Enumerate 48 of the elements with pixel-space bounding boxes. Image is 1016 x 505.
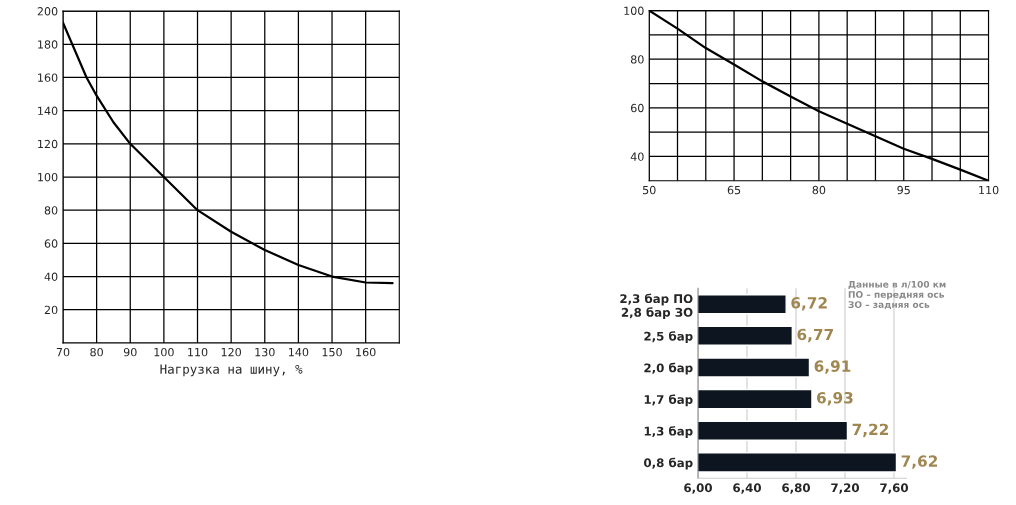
x-tick-label: 130 [255, 347, 275, 357]
x-tick-label: 110 [979, 185, 999, 195]
x-tick-label: 110 [188, 347, 208, 357]
y-tick-label: 140 [38, 106, 58, 116]
y-tick-label: 180 [38, 40, 58, 49]
y-tick-label: 100 [624, 6, 644, 15]
x-tick-label: 7,60 [880, 483, 909, 494]
data-label: 7,22 [852, 423, 888, 438]
y-tick-label: 80 [630, 55, 644, 64]
y-tick-label: 40 [630, 152, 644, 161]
data-label: 7,62 [901, 455, 937, 469]
y-tick-label: 60 [631, 103, 644, 113]
y-tick-label: 80 [44, 206, 58, 215]
x-tick-label: 6,80 [782, 483, 811, 494]
x-tick-label: 120 [221, 347, 242, 357]
y-tick-label: 100 [38, 172, 58, 182]
x-tick-label: 80 [812, 185, 826, 195]
x-tick-label: 50 [643, 185, 656, 195]
y-tick-label: 1,7 бар [644, 394, 693, 407]
y-tick-label: 160 [38, 73, 58, 82]
x-tick-label: 80 [90, 347, 103, 357]
x-tick-label: 140 [289, 347, 309, 357]
y-tick-label: 2,3 бар ПО 2,8 бар ЗО [620, 293, 693, 320]
y-tick-label: 200 [37, 7, 58, 16]
data-label: 6,72 [791, 297, 827, 311]
y-tick-label: 1,3 бар [644, 426, 693, 438]
data-label: 6,91 [814, 360, 851, 374]
x-tick-label: 95 [897, 185, 910, 195]
x-tick-label: 65 [727, 185, 741, 195]
x-tick-label: 160 [356, 347, 376, 357]
x-tick-label: 70 [56, 347, 70, 357]
data-label: 6,77 [797, 328, 833, 343]
y-tick-label: 40 [44, 272, 58, 281]
x-tick-label: 7,20 [831, 483, 860, 494]
y-tick-label: 60 [44, 239, 58, 248]
y-tick-label: 2,0 бар [644, 362, 693, 375]
y-tick-label: 120 [38, 139, 58, 149]
x-tick-label: 150 [322, 347, 342, 357]
x-axis-title: Нагрузка на шину, % [160, 364, 303, 377]
x-tick-label: 6,40 [733, 483, 761, 494]
x-tick-label: 90 [123, 347, 137, 357]
y-tick-label: 20 [44, 305, 58, 315]
annotation: Данные в л/100 км ПО – передняя ось ЗО – задняя ось [848, 280, 946, 310]
x-tick-label: 6,00 [684, 483, 712, 494]
x-tick-label: 100 [154, 347, 174, 357]
data-label: 6,93 [817, 392, 853, 406]
y-tick-label: 2,5 бар [644, 331, 693, 343]
y-tick-label: 0,8 бар [644, 457, 693, 470]
